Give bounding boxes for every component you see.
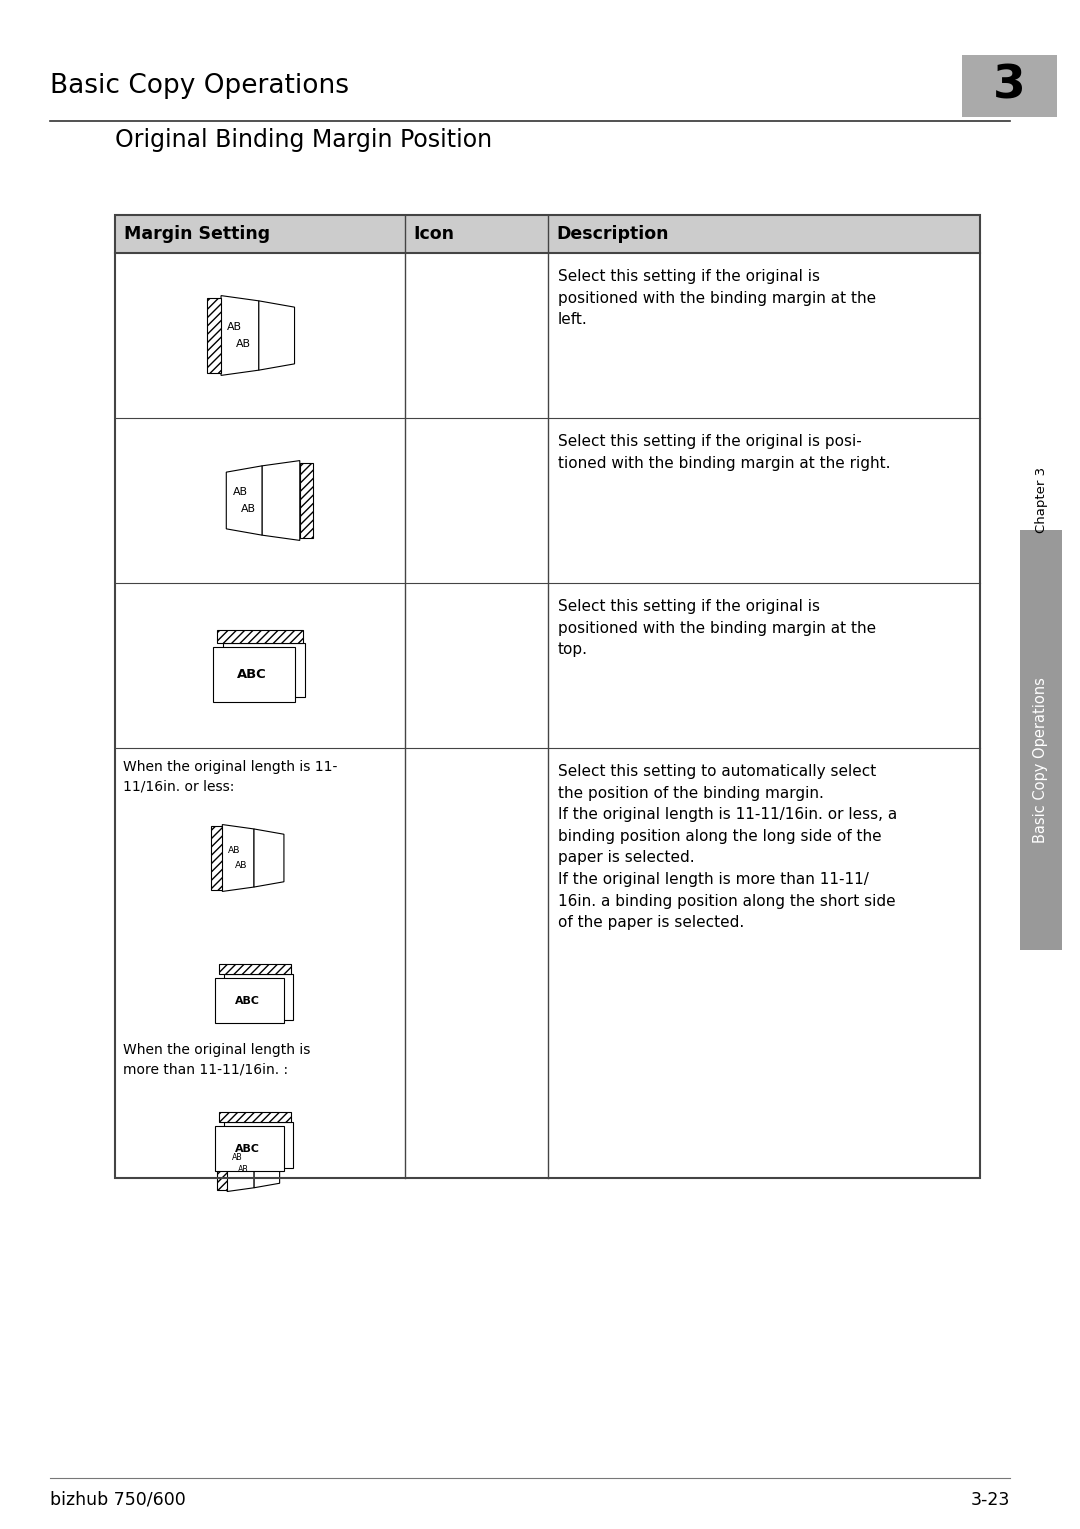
- Text: 3-23: 3-23: [971, 1491, 1010, 1509]
- Text: AB: AB: [232, 488, 247, 497]
- Text: AB: AB: [235, 339, 251, 349]
- Text: ABC: ABC: [247, 1133, 270, 1144]
- Polygon shape: [227, 1135, 254, 1191]
- Text: ABC: ABC: [251, 656, 278, 668]
- Bar: [962, 55, 1057, 118]
- Bar: [224, 1122, 293, 1168]
- Bar: [548, 216, 980, 252]
- Polygon shape: [254, 829, 284, 887]
- Bar: [215, 977, 284, 1023]
- Text: AB: AB: [228, 847, 240, 855]
- Text: AB: AB: [241, 505, 256, 514]
- Text: Icon: Icon: [414, 225, 455, 243]
- Bar: [224, 974, 293, 1020]
- Text: 3: 3: [993, 64, 1025, 109]
- Text: Chapter 3: Chapter 3: [1035, 466, 1048, 534]
- Text: When the original length is 11-
11/16in. or less:: When the original length is 11- 11/16in.…: [123, 760, 337, 794]
- Bar: [405, 216, 548, 252]
- Text: Original Binding Margin Position: Original Binding Margin Position: [114, 128, 492, 151]
- Text: AB: AB: [234, 861, 247, 870]
- Text: ABC: ABC: [247, 985, 270, 995]
- Text: bizhub 750/600: bizhub 750/600: [50, 1491, 186, 1509]
- Polygon shape: [222, 824, 254, 891]
- Text: Basic Copy Operations: Basic Copy Operations: [50, 73, 349, 99]
- Bar: [213, 647, 295, 702]
- Text: Select this setting if the original is posi-
tioned with the binding margin at t: Select this setting if the original is p…: [557, 434, 890, 471]
- Text: Margin Setting: Margin Setting: [124, 225, 270, 243]
- Text: Basic Copy Operations: Basic Copy Operations: [1034, 677, 1049, 842]
- Bar: [215, 1125, 284, 1171]
- Bar: [224, 642, 305, 697]
- Bar: [217, 630, 302, 642]
- Text: AB: AB: [227, 323, 242, 332]
- Bar: [114, 216, 405, 252]
- Polygon shape: [262, 460, 300, 540]
- Polygon shape: [227, 466, 262, 535]
- Text: When the original length is
more than 11-11/16in. :: When the original length is more than 11…: [123, 1043, 310, 1076]
- Polygon shape: [221, 295, 259, 376]
- Text: Select this setting to automatically select
the position of the binding margin.
: Select this setting to automatically sel…: [557, 764, 896, 930]
- Polygon shape: [254, 1138, 280, 1188]
- Bar: [211, 826, 222, 890]
- Bar: [1020, 531, 1062, 950]
- Text: ABC: ABC: [235, 1144, 260, 1153]
- Bar: [219, 963, 291, 974]
- Polygon shape: [259, 301, 295, 370]
- Text: Select this setting if the original is
positioned with the binding margin at the: Select this setting if the original is p…: [557, 269, 876, 327]
- Bar: [207, 298, 221, 373]
- Bar: [114, 216, 980, 1177]
- Text: AB: AB: [231, 1153, 242, 1162]
- Text: Description: Description: [556, 225, 669, 243]
- Bar: [219, 1112, 291, 1122]
- Bar: [217, 1136, 227, 1190]
- Text: ABC: ABC: [237, 668, 267, 680]
- Bar: [300, 463, 313, 538]
- Text: AB: AB: [238, 1165, 248, 1173]
- Text: ABC: ABC: [235, 995, 260, 1006]
- Text: Select this setting if the original is
positioned with the binding margin at the: Select this setting if the original is p…: [557, 599, 876, 657]
